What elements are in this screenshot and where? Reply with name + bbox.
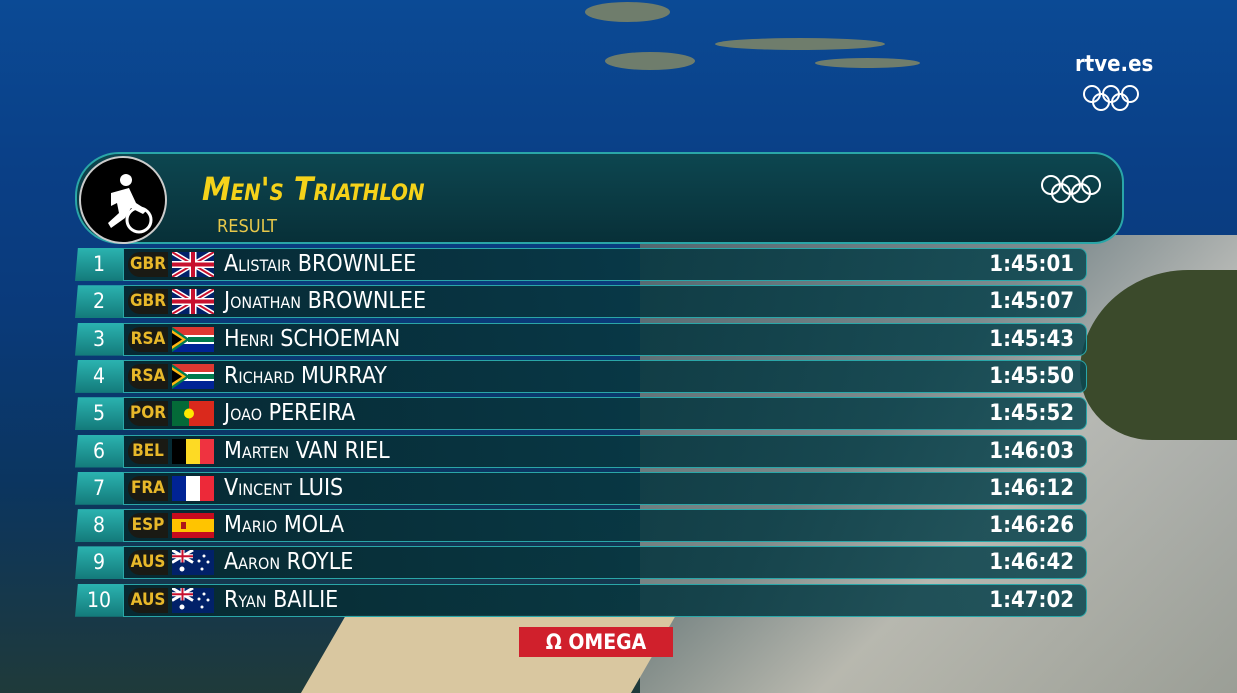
athlete-name: Jonathan BROWNLEE	[224, 288, 427, 315]
island	[815, 58, 920, 68]
athlete-name: Aaron ROYLE	[224, 549, 354, 576]
result-bar: FRA Vincent LUIS 1:46:12	[123, 471, 1087, 505]
country-code: GBR	[128, 252, 168, 277]
country-flag	[172, 438, 214, 468]
country-flag	[171, 586, 214, 617]
result-bar: BEL Marten VAN RIEL 1:46:03	[123, 434, 1087, 468]
header-subtitle: Result	[217, 216, 278, 237]
sport-pictogram	[79, 156, 167, 244]
finish-time: 1:46:12	[989, 475, 1074, 501]
rank: 8	[75, 509, 123, 543]
athlete-name: Ryan BAILIE	[224, 586, 339, 613]
finish-time: 1:45:07	[989, 289, 1074, 315]
result-bar: AUS Aaron ROYLE 1:46:42	[123, 546, 1087, 580]
result-row: 2 GBR Jonathan BROWNLEE 1:45:07	[75, 285, 1087, 319]
result-row: 3 RSA Henri SCHOEMAN 1:45:43	[75, 322, 1087, 356]
country-code: ESP	[128, 513, 168, 539]
country-code: BEL	[128, 438, 168, 464]
rank: 9	[75, 546, 123, 580]
country-flag	[172, 363, 214, 393]
country-flag	[172, 401, 214, 430]
result-bar: GBR Alistair BROWNLEE 1:45:01	[123, 248, 1087, 281]
sponsor-name: OMEGA	[568, 630, 647, 654]
island	[585, 2, 670, 22]
finish-time: 1:46:26	[989, 513, 1074, 539]
rank: 6	[75, 434, 123, 468]
country-flag	[172, 475, 214, 505]
country-code: RSA	[128, 326, 168, 352]
country-flag	[171, 549, 214, 579]
athlete-name: Marten VAN RIEL	[224, 437, 390, 464]
athlete-name: Alistair BROWNLEE	[224, 251, 417, 277]
athlete-name: Vincent LUIS	[224, 474, 344, 501]
result-bar: AUS Ryan BAILIE 1:47:02	[123, 583, 1087, 617]
result-row: 6 BEL Marten VAN RIEL 1:46:03	[75, 434, 1087, 468]
header-title: Men's Triathlon	[202, 170, 425, 208]
finish-time: 1:45:43	[989, 326, 1074, 352]
finish-time: 1:46:42	[989, 550, 1074, 576]
rank: 2	[75, 285, 123, 319]
result-row: 9 AUS Aaron ROYLE 1:46:42	[75, 546, 1087, 580]
country-flag	[170, 249, 216, 281]
island	[715, 38, 885, 50]
country-flag	[172, 326, 214, 356]
rank: 5	[75, 397, 123, 431]
sponsor-logo: Ω OMEGA	[519, 627, 673, 657]
result-bar: GBR Jonathan BROWNLEE 1:45:07	[123, 285, 1087, 319]
rank: 7	[75, 471, 123, 505]
finish-time: 1:45:01	[989, 252, 1074, 277]
finish-time: 1:45:52	[989, 401, 1074, 427]
country-code: AUS	[128, 587, 168, 613]
rank: 4	[75, 359, 123, 393]
result-row: 5 POR Joao PEREIRA 1:45:52	[75, 397, 1087, 431]
result-row: 4 RSA Richard MURRAY 1:45:50	[75, 359, 1087, 393]
result-bar: RSA Henri SCHOEMAN 1:45:43	[123, 322, 1087, 356]
country-code: RSA	[128, 363, 168, 389]
result-bar: ESP Mario MOLA 1:46:26	[123, 509, 1087, 543]
country-flag	[172, 513, 214, 542]
sponsor-symbol: Ω	[545, 630, 562, 654]
athlete-name: Henri SCHOEMAN	[224, 325, 401, 352]
result-row: 10 AUS Ryan BAILIE 1:47:02	[75, 583, 1087, 617]
rank: 1	[75, 248, 123, 281]
finish-time: 1:46:03	[989, 438, 1074, 464]
broadcaster-logo: rtve.es	[1075, 52, 1154, 77]
result-row: 1 GBR Alistair BROWNLEE 1:45:01	[75, 248, 1087, 281]
country-code: GBR	[128, 289, 168, 315]
result-row: 8 ESP Mario MOLA 1:46:26	[75, 509, 1087, 543]
country-code: AUS	[128, 550, 168, 576]
athlete-name: Richard MURRAY	[224, 362, 387, 389]
island	[605, 52, 695, 70]
finish-time: 1:45:50	[989, 363, 1074, 389]
country-flag	[170, 287, 216, 318]
athlete-name: Mario MOLA	[224, 512, 345, 539]
country-code: FRA	[128, 475, 168, 501]
result-row: 7 FRA Vincent LUIS 1:46:12	[75, 471, 1087, 505]
rank: 10	[75, 583, 123, 617]
olympic-rings	[1041, 175, 1101, 203]
result-bar: POR Joao PEREIRA 1:45:52	[123, 397, 1087, 431]
olympic-rings	[1083, 85, 1139, 111]
finish-time: 1:47:02	[989, 587, 1074, 613]
athlete-name: Joao PEREIRA	[224, 400, 356, 427]
header-panel: Men's Triathlon Result	[75, 152, 1124, 244]
result-bar: RSA Richard MURRAY 1:45:50	[123, 359, 1087, 393]
country-code: POR	[128, 401, 168, 427]
rank: 3	[75, 322, 123, 356]
